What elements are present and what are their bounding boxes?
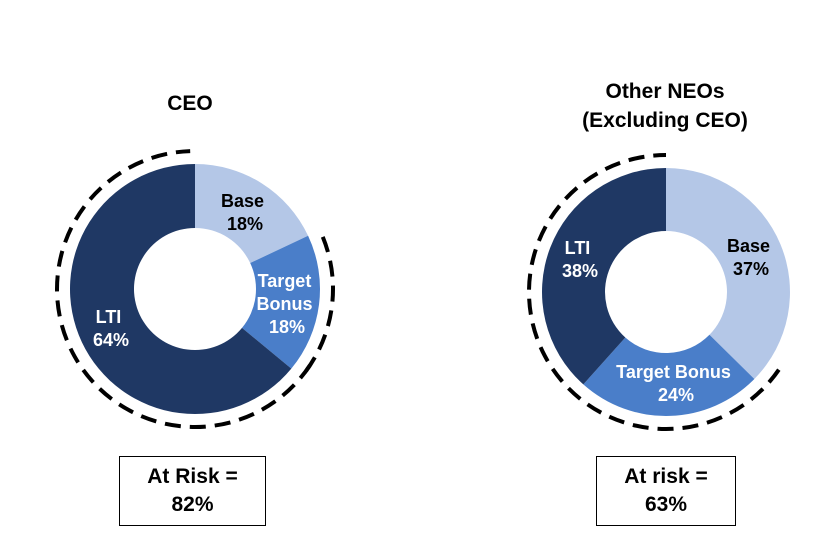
ceo-at-risk-value: 82% xyxy=(171,493,214,516)
ceo-chart-title: CEO xyxy=(90,89,290,118)
neo-label-target-bonus: Target Bonus 24% xyxy=(616,362,736,405)
neo-label-base-name: Base xyxy=(727,236,770,256)
ceo-label-lti: LTI 64% xyxy=(93,307,129,350)
ceo-at-risk-dashed-arc-bonus xyxy=(302,236,335,375)
ceo-label-lti-value: 64% xyxy=(93,330,129,350)
neo-label-bonus-value: 24% xyxy=(658,385,694,405)
ceo-at-risk-box: At Risk = 82% xyxy=(119,456,266,526)
neo-label-bonus-name: Target Bonus xyxy=(616,362,731,382)
ceo-label-target-bonus: Target Bonus 18% xyxy=(256,271,317,337)
neo-title-line1: Other NEOs xyxy=(605,80,725,103)
ceo-donut: Base 18% Target Bonus 18% LTI 64% xyxy=(55,149,335,429)
neo-donut: Base 37% Target Bonus 24% LTI 38% xyxy=(527,153,790,431)
neo-chart-title: Other NEOs (Excluding CEO) xyxy=(545,77,785,135)
neo-slice-lti xyxy=(542,168,666,385)
ceo-label-lti-name: LTI xyxy=(96,307,122,327)
ceo-label-base-name: Base xyxy=(221,191,264,211)
ceo-slice-base xyxy=(195,164,309,264)
neo-at-risk-dashed-arc xyxy=(527,153,781,431)
neo-label-base: Base 37% xyxy=(727,236,775,279)
ceo-label-bonus-word: Bonus xyxy=(256,294,312,314)
neo-at-risk-value: 63% xyxy=(644,493,688,516)
ceo-label-base-value: 18% xyxy=(227,214,263,234)
neo-at-risk-box: At risk = 63% xyxy=(596,456,736,526)
donut-charts: Base 18% Target Bonus 18% LTI 64% Base 3… xyxy=(55,149,790,431)
neo-label-lti-name: LTI xyxy=(565,238,591,258)
neo-slice-base xyxy=(666,168,790,379)
neo-at-risk-label: At risk = xyxy=(624,465,708,488)
ceo-label-bonus-value: 18% xyxy=(269,317,305,337)
neo-title-line2: (Excluding CEO) xyxy=(582,109,748,132)
ceo-title-text: CEO xyxy=(167,92,213,115)
neo-label-lti-value: 38% xyxy=(562,261,598,281)
neo-label-lti: LTI 38% xyxy=(562,238,598,281)
ceo-slice-target-bonus xyxy=(242,235,320,369)
neo-label-base-value: 37% xyxy=(733,259,769,279)
ceo-label-target-word: Target xyxy=(258,271,312,291)
ceo-label-base: Base 18% xyxy=(221,191,269,234)
neo-slice-target-bonus xyxy=(583,334,755,416)
ceo-at-risk-label: At Risk = xyxy=(147,465,238,488)
ceo-slice-lti xyxy=(69,164,292,415)
ceo-at-risk-dashed-arc-lti xyxy=(55,149,312,429)
